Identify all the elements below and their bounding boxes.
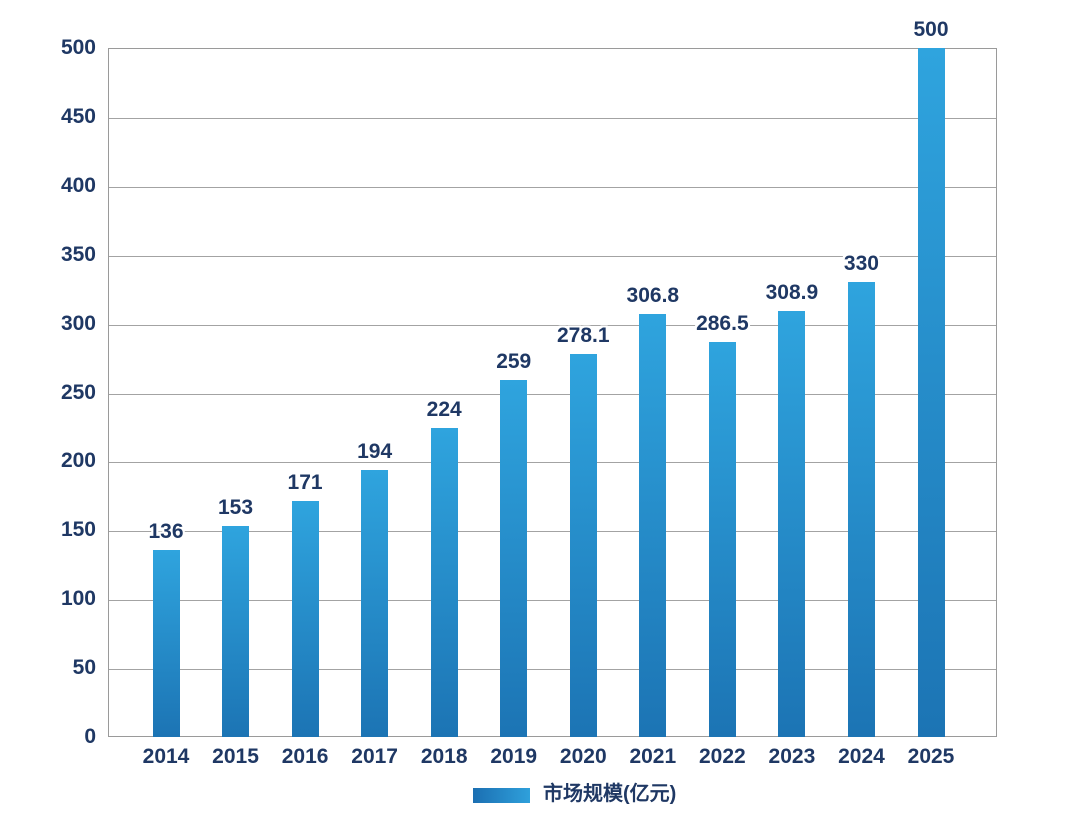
y-tick-label: 50 [72, 656, 96, 680]
x-tick-label: 2019 [490, 745, 538, 768]
y-tick-label: 150 [60, 518, 96, 542]
bar-value-label: 136 [148, 519, 184, 543]
bar-value-label: 500 [913, 18, 949, 41]
y-tick-label: 400 [60, 173, 96, 197]
legend-swatch [473, 788, 530, 803]
gridline [109, 669, 996, 671]
gridline [109, 186, 996, 188]
bar-value-label: 278.1 [556, 323, 610, 347]
x-tick-label: 2016 [281, 745, 329, 768]
y-tick-label: 300 [60, 311, 96, 335]
bar-2023 [778, 311, 806, 737]
bar-2015 [222, 526, 250, 737]
bar-2020 [569, 353, 597, 737]
bar-2022 [708, 342, 736, 737]
gridline [109, 324, 996, 326]
plot-area [108, 48, 997, 737]
gridline [109, 462, 996, 464]
bar-value-label: 194 [357, 439, 393, 463]
y-tick-label: 500 [60, 36, 96, 59]
y-tick-label: 100 [60, 587, 96, 611]
bar-2024 [847, 282, 875, 737]
bar-2025 [917, 48, 945, 737]
legend: 市场规模(亿元) [473, 782, 676, 806]
y-tick-label: 350 [60, 242, 96, 266]
gridline [109, 531, 996, 533]
x-tick-label: 2021 [629, 745, 677, 768]
x-tick-label: 2024 [838, 745, 885, 768]
bar-value-label: 259 [496, 350, 532, 374]
gridline [109, 393, 996, 395]
bar-value-label: 153 [218, 496, 254, 520]
x-tick-label: 2023 [768, 745, 816, 768]
bar-2019 [500, 380, 528, 737]
bar-2018 [430, 428, 458, 737]
bar-value-label: 286.5 [696, 312, 749, 336]
x-tick-label: 2025 [907, 745, 955, 768]
bar-value-label: 306.8 [626, 284, 680, 308]
y-tick-label: 0 [84, 725, 96, 748]
y-tick-label: 200 [60, 449, 96, 473]
bar-2014 [152, 549, 180, 737]
bar-value-label: 308.9 [765, 281, 819, 305]
gridline [109, 117, 996, 119]
bar-value-label: 224 [426, 398, 462, 422]
bar-2016 [291, 501, 319, 737]
gridline [109, 255, 996, 257]
x-tick-label: 2022 [699, 745, 746, 768]
y-tick-label: 450 [60, 104, 96, 128]
x-tick-label: 2017 [351, 745, 398, 768]
x-tick-label: 2015 [212, 745, 259, 768]
x-tick-label: 2020 [559, 745, 607, 768]
x-tick-label: 2018 [420, 745, 468, 768]
bar-value-label: 330 [843, 252, 879, 276]
gridline [109, 600, 996, 602]
y-tick-label: 250 [60, 380, 96, 404]
legend-label: 市场规模(亿元) [543, 783, 677, 805]
bar-value-label: 171 [287, 471, 323, 495]
bar-2017 [361, 469, 389, 737]
bar-2021 [639, 314, 667, 737]
x-tick-label: 2014 [142, 745, 190, 768]
